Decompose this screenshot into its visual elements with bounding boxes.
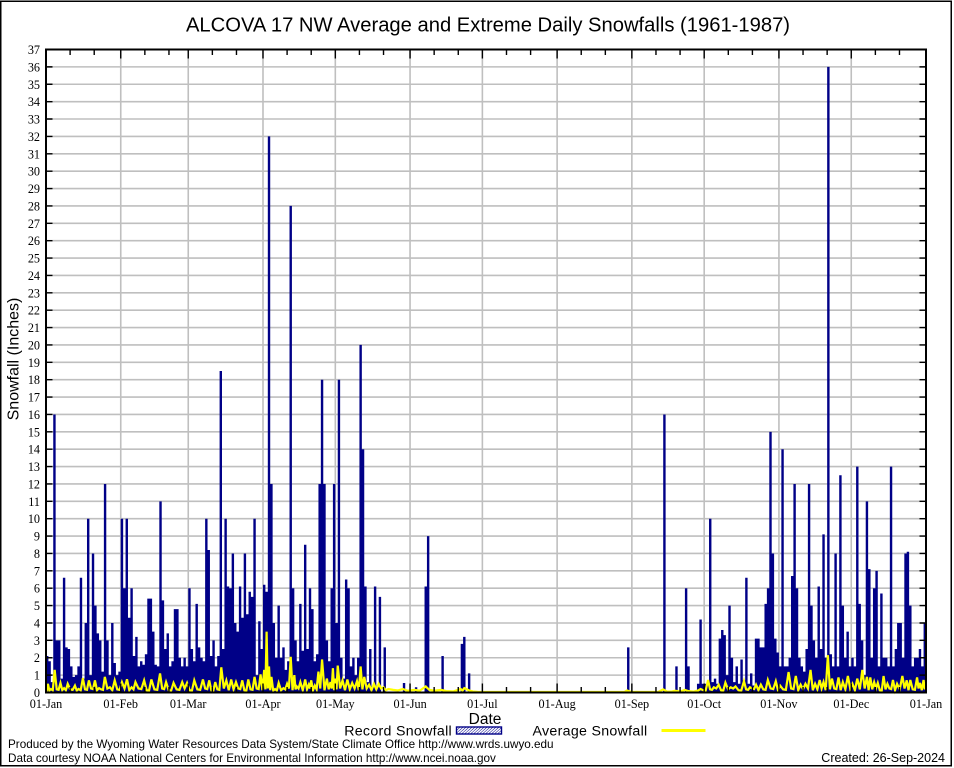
svg-text:01-Apr: 01-Apr [245,697,280,711]
svg-text:31: 31 [28,147,40,161]
svg-text:29: 29 [28,182,40,196]
svg-text:01-Jun: 01-Jun [394,697,427,711]
svg-text:22: 22 [28,304,40,318]
svg-text:4: 4 [34,617,40,631]
svg-text:01-Dec: 01-Dec [833,697,869,711]
svg-text:19: 19 [28,356,40,370]
svg-text:10: 10 [28,512,40,526]
svg-text:6: 6 [34,582,40,596]
svg-text:01-Nov: 01-Nov [760,697,798,711]
svg-text:25: 25 [28,252,40,266]
svg-text:01-Mar: 01-Mar [170,697,207,711]
svg-text:37: 37 [28,43,40,57]
svg-text:23: 23 [28,286,40,300]
svg-text:12: 12 [28,478,40,492]
svg-text:18: 18 [28,373,40,387]
svg-text:Created: 26-Sep-2024: Created: 26-Sep-2024 [821,751,945,765]
svg-text:20: 20 [28,338,40,352]
svg-text:15: 15 [28,425,40,439]
svg-text:01-Jan: 01-Jan [910,697,943,711]
svg-text:Record Snowfall: Record Snowfall [344,724,452,740]
svg-text:01-Sep: 01-Sep [615,697,650,711]
svg-text:8: 8 [34,547,40,561]
svg-text:Snowfall (Inches): Snowfall (Inches) [6,298,23,421]
svg-text:24: 24 [28,269,40,283]
svg-text:30: 30 [28,165,40,179]
svg-text:9: 9 [34,530,40,544]
svg-text:14: 14 [28,443,40,457]
svg-text:01-Jul: 01-Jul [467,697,498,711]
svg-text:Average Snowfall: Average Snowfall [533,724,648,740]
svg-text:01-Feb: 01-Feb [103,697,138,711]
svg-text:2: 2 [34,651,40,665]
svg-text:1: 1 [34,669,40,683]
svg-text:0: 0 [34,686,40,700]
svg-text:3: 3 [34,634,40,648]
svg-text:11: 11 [28,495,40,509]
svg-text:26: 26 [28,234,40,248]
svg-text:35: 35 [28,78,40,92]
svg-text:01-May: 01-May [316,697,355,711]
svg-text:32: 32 [28,130,40,144]
svg-text:ALCOVA 17 NW Average and Extre: ALCOVA 17 NW Average and Extreme Daily S… [186,15,790,37]
svg-text:01-Aug: 01-Aug [538,697,575,711]
svg-text:01-Oct: 01-Oct [687,697,721,711]
svg-text:16: 16 [28,408,40,422]
svg-text:01-Jan: 01-Jan [30,697,63,711]
svg-text:Produced by the Wyoming Water: Produced by the Wyoming Water Resources … [8,738,554,751]
svg-text:33: 33 [28,113,40,127]
svg-text:21: 21 [28,321,40,335]
svg-text:5: 5 [34,599,40,613]
svg-text:34: 34 [28,95,40,109]
svg-text:27: 27 [28,217,40,231]
svg-text:7: 7 [34,564,40,578]
svg-text:Data courtesy NOAA National Ce: Data courtesy NOAA National Centers for … [8,752,496,765]
svg-text:36: 36 [28,60,40,74]
svg-text:28: 28 [28,199,40,213]
svg-text:13: 13 [28,460,40,474]
svg-text:Date: Date [469,711,502,728]
svg-text:17: 17 [28,391,40,405]
